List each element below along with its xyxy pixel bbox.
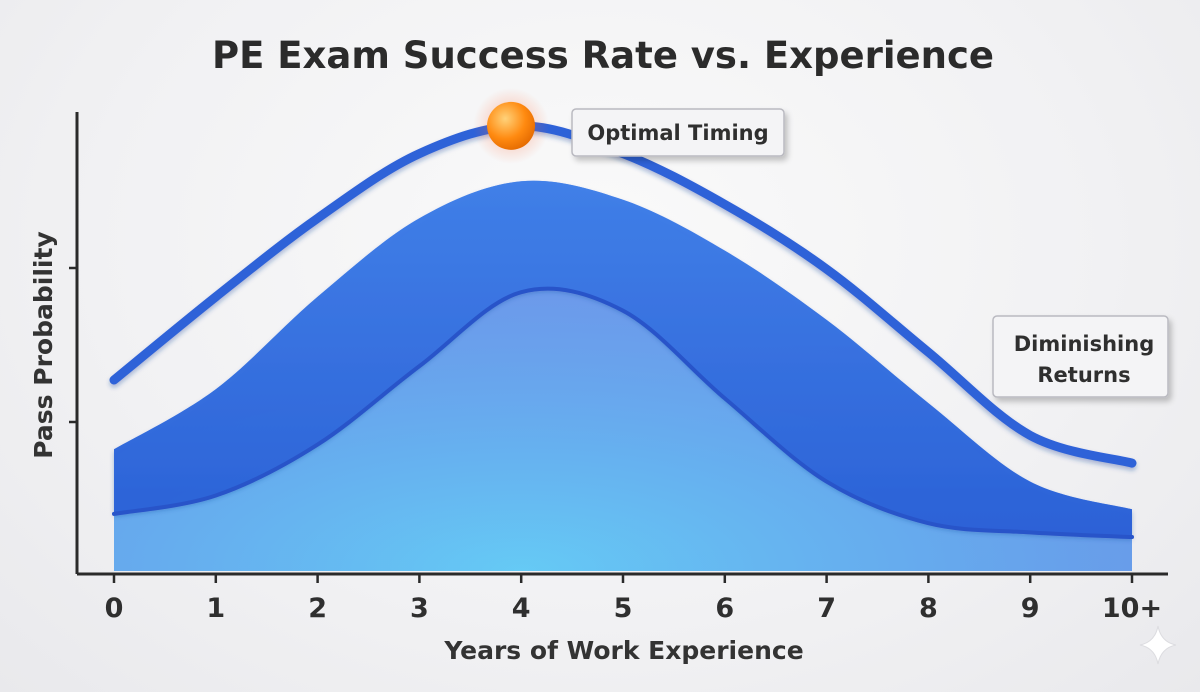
x-axis-label: Years of Work Experience (443, 636, 803, 665)
x-tick-label: 5 (614, 593, 633, 624)
x-tick-label: 3 (410, 593, 429, 624)
callout-optimal-timing: Optimal Timing (571, 108, 785, 157)
x-tick-label: 6 (715, 593, 734, 624)
band-lower-edge (112, 286, 1134, 539)
callout-optimal-text: Optimal Timing (587, 121, 768, 145)
x-tick-label: 4 (512, 593, 531, 624)
x-tick-label: 8 (919, 593, 938, 624)
callout-box (992, 315, 1169, 398)
callout-box (571, 108, 785, 157)
probability-band (114, 180, 1132, 537)
x-tick-label: 10+ (1102, 593, 1162, 624)
x-tick-label: 9 (1021, 593, 1040, 624)
callout-diminishing-line2: Returns (1037, 363, 1130, 387)
x-tick-label: 2 (308, 593, 327, 624)
x-tick-label: 7 (817, 593, 836, 624)
callout-diminishing-returns: Diminishing Returns (992, 315, 1169, 398)
optimal-point-marker (487, 101, 536, 150)
callout-diminishing-line1: Diminishing (1014, 332, 1155, 356)
x-tick-label: 1 (206, 593, 225, 624)
chart-title: PE Exam Success Rate vs. Experience (212, 34, 994, 77)
y-axis-label: Pass Probability (29, 231, 58, 458)
sparkle-icon (1139, 625, 1177, 665)
x-tick-label: 0 (105, 593, 124, 624)
